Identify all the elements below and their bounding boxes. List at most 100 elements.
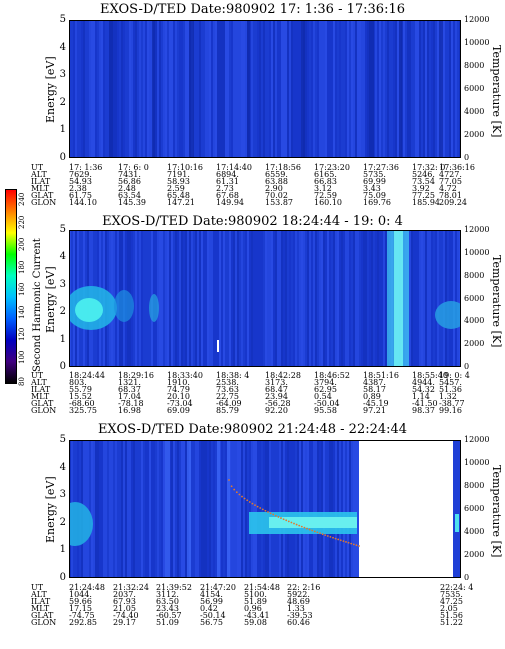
spectrum-column: [211, 20, 213, 158]
orbit-row-label: ILAT: [31, 385, 51, 394]
orbit-cell: 21:32:24: [113, 583, 149, 592]
spectrum-column: [123, 440, 125, 578]
orbit-cell: 6559.: [265, 170, 288, 179]
spectrum-column: [299, 440, 301, 578]
orbit-cell: 67.93: [113, 597, 136, 606]
spectrum-column: [193, 230, 195, 367]
spectrum-column: [267, 230, 269, 367]
spectrum-column: [353, 230, 355, 367]
orbit-row-label: UT: [31, 583, 44, 592]
spectrum-column: [223, 230, 225, 367]
spectrum-column: [289, 20, 291, 158]
spectrum-column: [447, 20, 449, 158]
spectrum-column: [379, 20, 381, 158]
orbit-row-label: ILAT: [31, 597, 51, 606]
orbit-cell: 85.79: [216, 406, 239, 415]
spectrum-column: [445, 20, 447, 158]
orbit-cell: 19: 0: 4: [439, 371, 470, 380]
spectrum-column: [339, 230, 341, 367]
streak-band: [399, 20, 402, 158]
orbit-cell: 68.37: [118, 385, 141, 394]
temperature-trace-point: [285, 519, 288, 522]
colorbar-tick: 240: [18, 192, 26, 206]
spectrum-column: [197, 20, 199, 158]
spectrum-column: [339, 440, 341, 578]
orbit-cell: 2.38: [69, 184, 87, 193]
spectrum-column: [139, 20, 141, 158]
spectrum-column: [409, 230, 411, 367]
streak-band: [109, 20, 113, 158]
orbit-cell: 17:14:40: [216, 163, 252, 172]
y-tick-label: 3: [59, 489, 66, 501]
spectrum-column: [321, 230, 323, 367]
orbit-cell: 65.48: [167, 191, 190, 200]
spectrum-column: [397, 20, 399, 158]
spectrum-column: [287, 230, 289, 367]
spectrum-column: [195, 20, 197, 158]
spectrum-column: [283, 440, 285, 578]
spectrum-column: [349, 230, 351, 367]
spectrum-column: [103, 20, 105, 158]
spectrum-column: [237, 440, 239, 578]
panel-title: EXOS-D/TED Date:980902 21:24:48 - 22:24:…: [97, 422, 408, 437]
spectrum-column: [307, 440, 309, 578]
orbit-cell: 63.54: [118, 191, 141, 200]
orbit-cell: 68.47: [265, 385, 288, 394]
spectrum-column: [243, 440, 245, 578]
spectrum-column: [249, 440, 251, 578]
spectrum-column: [265, 20, 267, 158]
spectrum-column: [213, 20, 215, 158]
orbit-cell: 21.05: [113, 604, 136, 613]
spectrum-column: [355, 230, 357, 367]
spectrum-column: [225, 20, 227, 158]
spectrum-column: [455, 230, 457, 367]
spectrum-column: [171, 20, 173, 158]
y-axis-label: Energy [eV]: [44, 56, 57, 123]
temperature-trace-point: [306, 527, 308, 530]
temperature-trace-point: [303, 526, 306, 529]
spectrum-column: [199, 440, 201, 578]
spectrum-column: [235, 20, 237, 158]
spectrum-column: [157, 230, 159, 367]
spectrum-column: [97, 440, 99, 578]
spectrum-column: [351, 230, 353, 367]
spectrum-column: [103, 440, 105, 578]
spectrum-column: [269, 440, 271, 578]
spectrum-column: [129, 440, 131, 578]
spectrum-column: [335, 230, 337, 367]
spectrum-column: [417, 230, 419, 367]
spectrum-column: [291, 20, 293, 158]
spectrum-column: [357, 230, 359, 367]
spectrum-column: [217, 230, 219, 367]
spectrum-column: [201, 20, 203, 158]
spectrum-column: [221, 440, 223, 578]
spectrum-column: [269, 20, 271, 158]
spectrum-column: [267, 20, 269, 158]
spectrum-column: [79, 20, 81, 158]
y-right-tick-label: 10000: [464, 458, 490, 467]
orbit-cell: 185.94: [412, 198, 440, 207]
spectrum-column: [421, 230, 423, 367]
spectrum-column: [233, 440, 235, 578]
spectrum-column: [329, 20, 331, 158]
orbit-cell: 0.96: [244, 604, 262, 613]
spectrum-column: [253, 20, 255, 158]
spectrum-column: [363, 20, 365, 158]
y-right-tick-label: 6000: [464, 293, 485, 303]
spectrum-column: [291, 230, 293, 367]
spectrum-column: [167, 20, 169, 158]
spectrum-column: [91, 20, 93, 158]
spectrum-column: [325, 230, 327, 367]
orbit-cell: -50.04: [314, 399, 340, 408]
spectrum-column: [131, 440, 133, 578]
spectrum-column: [115, 440, 117, 578]
spectrum-column: [241, 230, 243, 367]
spectrum-column: [203, 20, 205, 158]
spectrum-column: [127, 20, 129, 158]
spectrum-column: [313, 20, 315, 158]
spectrum-column: [131, 20, 133, 158]
orbit-cell: 2.73: [216, 184, 234, 193]
temperature-trace-point: [280, 517, 282, 519]
spectrum-column: [123, 20, 125, 158]
spectrum-column: [95, 440, 97, 578]
